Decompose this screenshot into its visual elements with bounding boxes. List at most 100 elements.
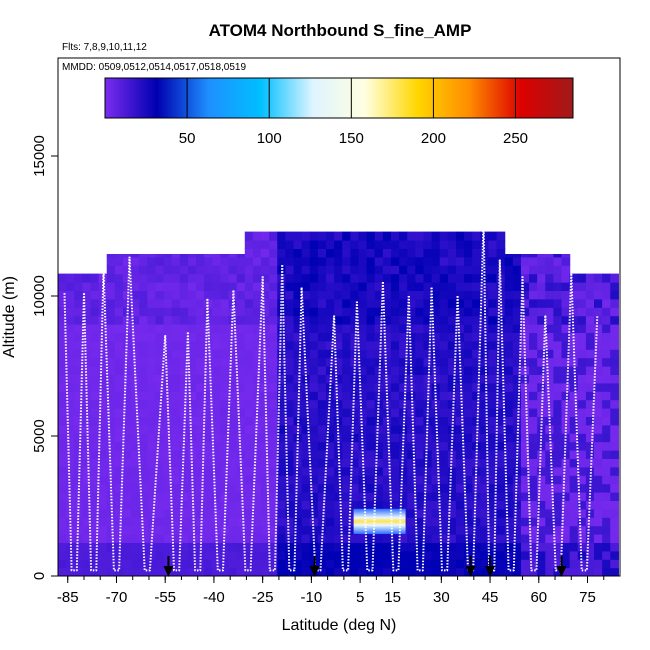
heatmap-cell bbox=[114, 458, 124, 468]
heatmap-cell bbox=[179, 492, 189, 501]
flight-profile-line bbox=[300, 287, 336, 572]
heatmap-cell bbox=[155, 349, 165, 359]
heatmap-cell bbox=[415, 399, 425, 409]
heatmap-cell bbox=[472, 542, 481, 552]
heatmap-cell bbox=[423, 298, 433, 308]
heatmap-cell bbox=[455, 567, 465, 576]
heatmap-cell bbox=[464, 517, 473, 527]
heatmap-cell bbox=[204, 500, 213, 510]
heatmap-cell bbox=[277, 542, 286, 552]
heatmap-cell bbox=[545, 307, 554, 317]
heatmap-cell bbox=[488, 366, 498, 375]
heatmap-cell bbox=[602, 349, 611, 359]
heatmap-cell bbox=[236, 450, 246, 459]
heatmap-cell bbox=[285, 391, 295, 401]
heatmap-cell bbox=[171, 483, 181, 493]
heatmap-cell bbox=[464, 240, 473, 249]
heatmap-cell bbox=[520, 408, 530, 417]
heatmap-cell bbox=[317, 525, 327, 535]
heatmap-cell bbox=[285, 282, 295, 291]
heatmap-cell bbox=[244, 340, 254, 350]
heatmap-cell bbox=[204, 550, 213, 560]
heatmap-cell bbox=[480, 399, 490, 409]
heatmap-cell bbox=[602, 500, 611, 510]
heatmap-cell bbox=[537, 483, 546, 493]
heatmap-cell bbox=[212, 382, 222, 392]
heatmap-cell bbox=[447, 290, 457, 300]
heatmap-cell bbox=[171, 408, 181, 417]
heatmap-cell bbox=[374, 441, 384, 451]
heatmap-cell bbox=[236, 525, 246, 535]
heatmap-cell bbox=[585, 391, 595, 401]
heatmap-cell bbox=[561, 458, 571, 468]
heatmap-cell bbox=[66, 567, 75, 576]
heatmap-cell bbox=[529, 282, 538, 291]
heatmap-cell bbox=[496, 567, 506, 576]
heatmap-cell bbox=[577, 559, 587, 569]
heatmap-cell bbox=[553, 441, 563, 451]
heatmap-cell bbox=[350, 534, 360, 543]
heatmap-cell bbox=[399, 567, 408, 576]
heatmap-cell bbox=[301, 324, 311, 333]
heatmap-cell bbox=[439, 374, 449, 384]
heatmap-cell bbox=[228, 391, 238, 401]
heatmap-cell bbox=[407, 458, 416, 468]
heatmap-cell bbox=[236, 256, 246, 266]
heatmap-cell bbox=[293, 240, 303, 249]
heatmap-cell bbox=[358, 357, 368, 367]
heatmap-cell bbox=[488, 240, 498, 249]
heatmap-cell bbox=[455, 399, 465, 409]
heatmap-cell bbox=[301, 466, 311, 476]
heatmap-cell bbox=[512, 542, 522, 552]
heatmap-cell bbox=[610, 433, 619, 443]
heatmap-cell bbox=[82, 525, 92, 535]
heatmap-cell bbox=[114, 290, 124, 300]
heatmap-cell bbox=[252, 567, 262, 576]
heatmap-cell bbox=[447, 534, 457, 543]
heatmap-cell bbox=[415, 500, 425, 510]
heatmap-cell bbox=[228, 265, 238, 275]
heatmap-cell bbox=[58, 517, 67, 527]
heatmap-cell bbox=[350, 433, 360, 443]
heatmap-cell bbox=[285, 542, 295, 552]
heatmap-cell bbox=[171, 357, 181, 367]
heatmap-cell bbox=[350, 542, 360, 552]
heatmap-cell bbox=[472, 357, 481, 367]
heatmap-cell bbox=[553, 349, 563, 359]
heatmap-cell bbox=[228, 349, 238, 359]
heatmap-cell bbox=[439, 483, 449, 493]
heatmap-cell bbox=[472, 374, 481, 384]
heatmap-cell bbox=[139, 441, 148, 451]
x-tick-label: 30 bbox=[433, 589, 450, 606]
heatmap-cell bbox=[480, 475, 490, 485]
heatmap-cell bbox=[74, 408, 83, 417]
heatmap-cell bbox=[504, 307, 514, 317]
heatmap-cell bbox=[529, 441, 538, 451]
heatmap-cell bbox=[163, 349, 173, 359]
heatmap-cell bbox=[196, 332, 205, 342]
heatmap-cell bbox=[366, 256, 376, 266]
heatmap-cell bbox=[488, 282, 498, 291]
heatmap-cell bbox=[431, 349, 441, 359]
heatmap-cell bbox=[569, 450, 579, 459]
heatmap-cell bbox=[529, 256, 538, 266]
heatmap-cell bbox=[382, 240, 392, 249]
heatmap-cell bbox=[488, 492, 498, 501]
heatmap-cell bbox=[577, 408, 587, 417]
heatmap-cell bbox=[74, 416, 83, 426]
heatmap-cell bbox=[252, 399, 262, 409]
heatmap-cell bbox=[244, 391, 254, 401]
heatmap-cell bbox=[66, 450, 75, 459]
heatmap-cell bbox=[374, 458, 384, 468]
heatmap-cell bbox=[171, 542, 181, 552]
heatmap-cell bbox=[366, 408, 376, 417]
heatmap-cell bbox=[374, 483, 384, 493]
heatmap-cell bbox=[602, 374, 611, 384]
heatmap-cell bbox=[399, 399, 408, 409]
heatmap-cell bbox=[309, 340, 319, 350]
heatmap-cell bbox=[382, 366, 392, 375]
heatmap-cell bbox=[261, 340, 270, 350]
heatmap-cell bbox=[504, 424, 514, 434]
heatmap-cell bbox=[537, 256, 546, 266]
heatmap-cell bbox=[204, 441, 213, 451]
